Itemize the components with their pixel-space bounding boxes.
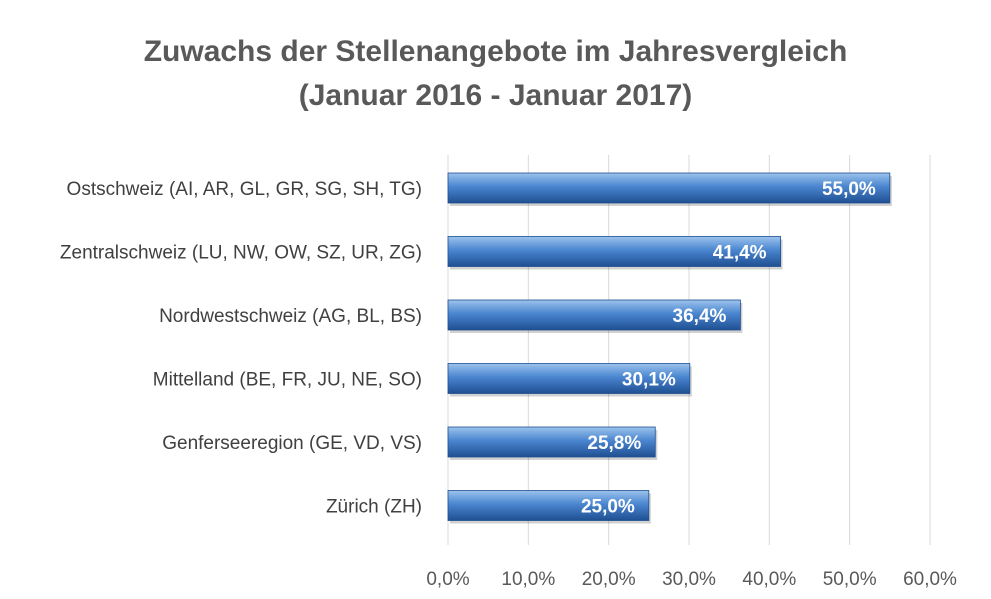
category-label: Ostschweiz (AI, AR, GL, GR, SG, SH, TG) — [67, 179, 422, 200]
chart-subtitle: (Januar 2016 - Januar 2017) — [298, 79, 693, 112]
category-labels: Ostschweiz (AI, AR, GL, GR, SG, SH, TG) Z… — [60, 179, 422, 518]
bar — [447, 172, 891, 204]
bar — [447, 299, 741, 331]
gridlines — [447, 155, 931, 545]
x-tick-label: 30,0% — [662, 569, 716, 590]
data-label: 55,0% — [822, 179, 876, 200]
bar — [447, 236, 781, 267]
data-label: 25,0% — [581, 497, 635, 518]
data-label: 36,4% — [673, 306, 727, 327]
x-tick-label: 40,0% — [742, 569, 796, 590]
bar — [447, 426, 656, 458]
category-label: Zentralschweiz (LU, NW, OW, SZ, UR, ZG) — [60, 243, 422, 264]
x-tick-label: 10,0% — [501, 569, 555, 590]
category-label: Genferseeregion (GE, VD, VS) — [162, 433, 422, 454]
category-label: Mittelland (BE, FR, JU, NE, SO) — [153, 370, 422, 391]
x-tick-label: 60,0% — [903, 569, 957, 590]
data-label: 41,4% — [713, 243, 767, 264]
x-tick-label: 0,0% — [426, 569, 469, 590]
category-label: Zürich (ZH) — [326, 497, 422, 518]
x-tick-label: 50,0% — [823, 569, 877, 590]
bar — [447, 490, 650, 521]
data-label: 25,8% — [587, 433, 641, 454]
bar — [447, 363, 691, 394]
data-label: 30,1% — [622, 370, 676, 391]
category-label: Nordwestschweiz (AG, BL, BS) — [159, 306, 422, 327]
chart-title: Zuwachs der Stellenangebote im Jahresver… — [0, 30, 991, 118]
chart-title-main: Zuwachs der Stellenangebote im Jahresver… — [143, 35, 848, 68]
bars: 55,0% 41,4% 36,4% 30,1% 25,8% 25,0% — [447, 172, 892, 524]
x-axis-ticks: 0,0% 10,0% 20,0% 30,0% 40,0% 50,0% 60,0% — [426, 569, 957, 590]
x-tick-label: 20,0% — [582, 569, 636, 590]
